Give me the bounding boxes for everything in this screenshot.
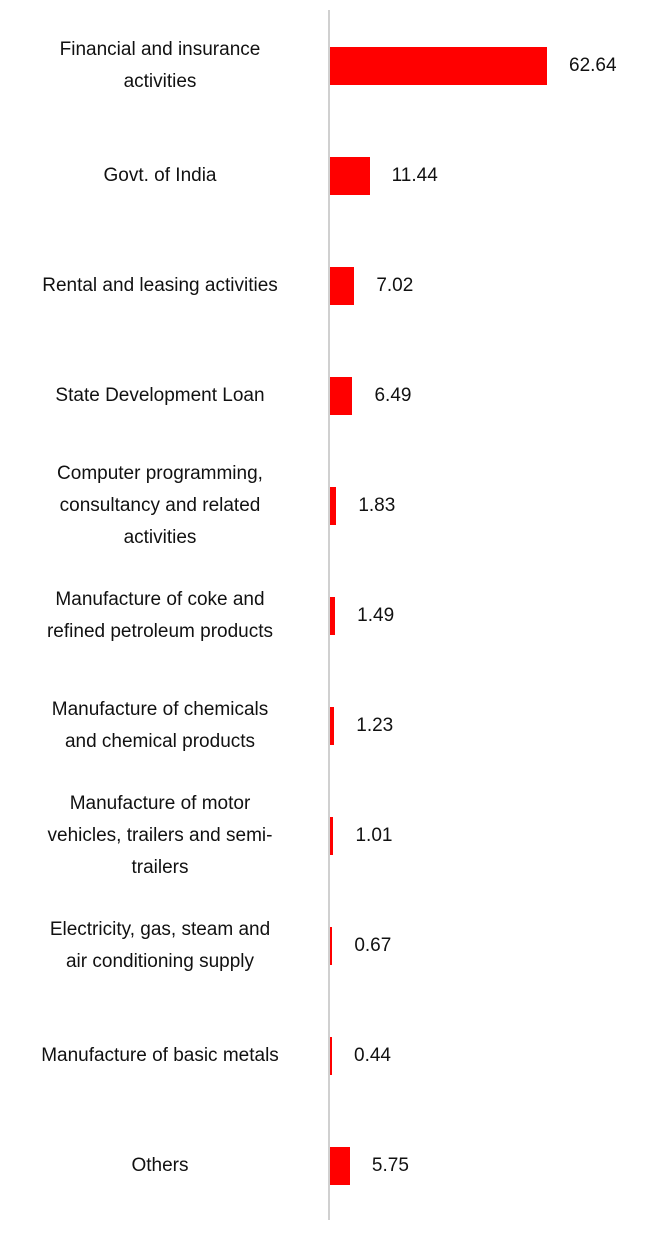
bar: [330, 597, 336, 635]
category-label: Others: [0, 1150, 320, 1182]
category-label-line: Govt. of India: [103, 165, 217, 186]
category-label: Govt. of India: [0, 160, 320, 192]
category-label-line: trailers: [131, 857, 189, 878]
value-label: 5.75: [371, 1155, 409, 1176]
bar: [330, 1147, 350, 1185]
category-label-line: consultancy and related: [59, 495, 261, 516]
category-label: Manufacture of basic metals: [0, 1040, 320, 1072]
category-label: Electricity, gas, steam and air condition…: [0, 914, 320, 978]
category-label-line: Manufacture of basic metals: [41, 1045, 279, 1066]
bar: [330, 377, 353, 415]
bar: [330, 487, 337, 525]
category-label-line: activities: [123, 71, 197, 92]
value-label: 11.44: [391, 165, 438, 186]
category-label-line: State Development Loan: [55, 385, 265, 406]
category-label-line: Manufacture of coke and: [55, 589, 265, 610]
bar: [330, 927, 333, 965]
category-label-line: Rental and leasing activities: [42, 275, 278, 296]
value-label: 7.02: [376, 275, 414, 296]
category-label: Rental and leasing activities: [0, 270, 320, 302]
value-label: 1.49: [357, 605, 395, 626]
value-label: 62.64: [569, 55, 617, 76]
category-label: Computer programming, consultancy and rel…: [0, 458, 320, 554]
value-label: 6.49: [374, 385, 412, 406]
value-label: 0.67: [354, 935, 392, 956]
category-label: Manufacture of coke and refined petroleum…: [0, 584, 320, 648]
category-label: Financial and insurance activities: [0, 34, 320, 98]
category-label-line: Manufacture of chemicals: [51, 699, 269, 720]
category-label: Manufacture of chemicals and chemical pro…: [0, 694, 320, 758]
category-axis-line: [328, 10, 330, 1220]
category-label: Manufacture of motor vehicles, trailers a…: [0, 788, 320, 884]
category-label-line: and chemical products: [64, 731, 256, 752]
category-label-line: air conditioning supply: [65, 951, 254, 972]
bar: [330, 157, 370, 195]
bar: [330, 707, 335, 745]
value-label: 1.01: [355, 825, 393, 846]
bar: [330, 817, 334, 855]
value-label: 0.44: [354, 1045, 391, 1066]
category-label-line: activities: [123, 527, 197, 548]
bar: [330, 1037, 332, 1075]
value-label: 1.83: [358, 495, 396, 516]
category-label-line: Others: [131, 1155, 189, 1176]
category-label-line: Electricity, gas, steam and: [49, 919, 271, 940]
bar: [330, 47, 547, 85]
value-label: 1.23: [356, 715, 394, 736]
bar: [330, 267, 355, 305]
category-label-line: refined petroleum products: [46, 621, 273, 642]
category-label-line: Financial and insurance: [59, 39, 261, 60]
category-label-line: Computer programming,: [57, 463, 263, 484]
category-label: State Development Loan: [0, 380, 320, 412]
category-label-line: vehicles, trailers and semi-: [47, 825, 273, 846]
category-label-line: Manufacture of motor: [69, 793, 251, 814]
